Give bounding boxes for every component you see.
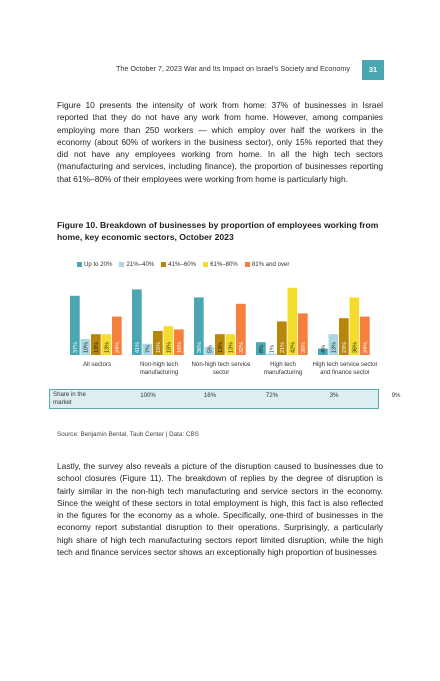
data-label: 13% xyxy=(94,342,100,353)
data-label: 13% xyxy=(104,342,110,353)
data-label: 37% xyxy=(73,342,79,353)
data-label: 13% xyxy=(218,342,224,353)
figure-title: Figure 10. Breakdown of businesses by pr… xyxy=(57,220,379,242)
data-label: 15% xyxy=(156,342,162,353)
intro-paragraph: Figure 10 presents the intensity of work… xyxy=(57,100,383,184)
page-header: The October 7, 2023 War and Its Impact o… xyxy=(0,60,440,82)
data-label: 36% xyxy=(197,342,203,353)
legend-swatch xyxy=(244,261,250,267)
bar xyxy=(204,347,215,355)
bar xyxy=(266,353,277,355)
bar xyxy=(225,334,236,355)
bar xyxy=(132,289,142,355)
figure-source: Source: Benjamin Bental, Taub Center | D… xyxy=(57,431,199,438)
category-label: Non-high tech service sector xyxy=(191,361,251,376)
bar xyxy=(328,334,339,355)
data-label: 24% xyxy=(363,342,369,353)
bar xyxy=(339,318,349,355)
data-label: 13% xyxy=(331,342,337,353)
bar xyxy=(101,334,112,355)
category-label: All sectors xyxy=(82,361,112,368)
data-label: 5% xyxy=(207,345,213,353)
legend-item: 61%–80% xyxy=(203,261,238,268)
data-label: 8% xyxy=(259,345,265,353)
data-label: 16% xyxy=(177,342,183,353)
bar xyxy=(349,297,360,355)
bar xyxy=(318,348,328,355)
share-value: 100% xyxy=(140,392,156,399)
closing-paragraph: Lastly, the survey also reveals a pictur… xyxy=(57,461,383,558)
category-label: High tech service sector and finance sec… xyxy=(312,361,378,376)
legend-swatch xyxy=(119,261,125,267)
bar xyxy=(163,326,174,355)
legend-label: 81% and over xyxy=(251,260,290,268)
bar xyxy=(142,343,153,355)
data-label: 32% xyxy=(239,342,245,353)
bar xyxy=(360,316,370,355)
data-label: 10% xyxy=(83,342,89,353)
data-label: 1% xyxy=(269,345,275,353)
legend-item: 81% and over xyxy=(244,260,290,268)
legend-item: 21%–40% xyxy=(119,261,154,268)
legend-swatch xyxy=(77,261,82,267)
market-share-row: Share in the market 100% 16% 72% 3% 9% xyxy=(49,389,400,409)
legend-label: Up to 20% xyxy=(84,260,113,268)
legend-swatch xyxy=(203,261,209,267)
data-label: 36% xyxy=(352,342,358,353)
share-value: 9% xyxy=(391,392,401,399)
bar xyxy=(215,334,225,355)
share-value: 16% xyxy=(203,392,217,399)
data-label: 42% xyxy=(290,342,296,353)
legend-item: Up to 20% xyxy=(77,261,112,268)
bar xyxy=(91,334,101,355)
bar xyxy=(298,313,308,355)
bar xyxy=(256,342,266,355)
bar xyxy=(277,321,287,355)
legend-label: 41%–60% xyxy=(168,260,197,268)
category-label: High tech manufacturing xyxy=(263,361,303,376)
data-label: 13% xyxy=(228,342,234,353)
data-label: 21% xyxy=(280,342,286,353)
bar xyxy=(70,295,80,355)
share-value: 3% xyxy=(329,392,339,399)
legend-item: 41%–60% xyxy=(161,261,196,268)
data-label: 18% xyxy=(166,342,172,353)
share-label: Share in the market xyxy=(53,391,86,406)
bar xyxy=(194,297,204,355)
bar xyxy=(112,316,122,355)
category-label: Non-high tech manufacturing xyxy=(139,361,179,376)
data-label: 24% xyxy=(115,342,121,353)
data-label: 23% xyxy=(342,342,348,353)
legend-label: 61%–80% xyxy=(210,260,238,268)
data-label: 41% xyxy=(135,342,141,353)
bar-chart: 37% 10% 13% 13% 24% 41% 7% 15% 18% 16% 36% 5% 13% 13%… xyxy=(70,287,370,355)
data-label: 4% xyxy=(321,345,327,353)
data-label: 26% xyxy=(301,342,307,353)
page-number: 31 xyxy=(362,60,384,80)
bar xyxy=(153,331,163,355)
share-value: 72% xyxy=(265,392,279,399)
running-title: The October 7, 2023 War and Its Impact o… xyxy=(115,64,350,73)
data-label: 7% xyxy=(145,345,151,353)
legend-swatch xyxy=(161,261,167,267)
bar xyxy=(80,339,91,355)
chart-legend: Up to 20% 21%–40% 41%–60% 61%–80% 81% and ov… xyxy=(77,258,296,270)
legend-label: 21%–40% xyxy=(126,260,155,268)
bar xyxy=(287,287,298,355)
bar xyxy=(174,329,184,355)
bar xyxy=(236,303,246,355)
